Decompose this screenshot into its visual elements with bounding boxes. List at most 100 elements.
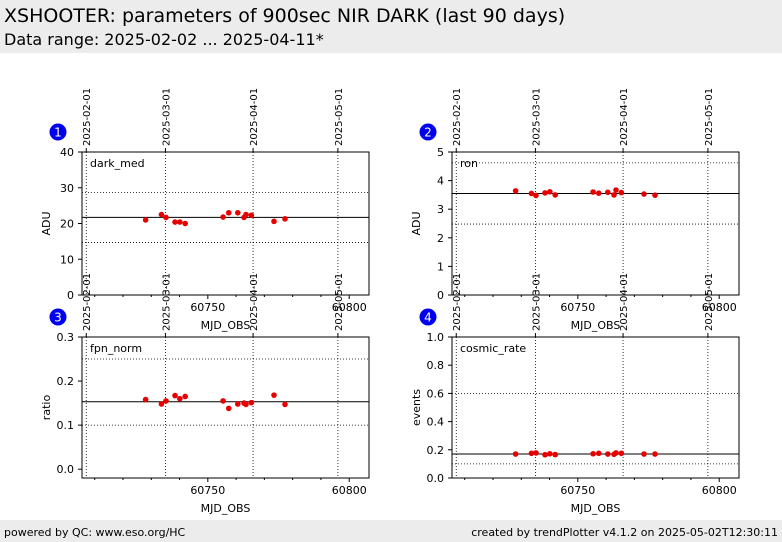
data-point bbox=[220, 398, 226, 404]
plot-frame bbox=[451, 336, 740, 479]
date-tick-label: 2025-03-01 bbox=[161, 273, 172, 331]
x-tick-label: 60800 bbox=[702, 484, 737, 497]
data-point bbox=[158, 401, 165, 407]
date-tick-label: 2025-02-01 bbox=[82, 273, 93, 331]
x-axis-label: MJD_OBS bbox=[571, 502, 621, 515]
x-axis-label: MJD_OBS bbox=[201, 502, 251, 515]
data-point bbox=[142, 396, 149, 403]
x-tick-label: 60800 bbox=[332, 484, 367, 497]
data-point bbox=[271, 392, 277, 398]
data-point bbox=[172, 392, 178, 399]
data-point bbox=[182, 220, 189, 227]
data-point bbox=[271, 218, 277, 225]
data-point bbox=[618, 189, 625, 196]
data-point bbox=[282, 401, 288, 408]
x-tick-label: 60750 bbox=[190, 484, 225, 497]
parameter-label: fpn_norm bbox=[90, 342, 142, 355]
data-point bbox=[547, 450, 553, 457]
footer-created-by: created by trendPlotter v4.1.2 on 2025-0… bbox=[471, 526, 778, 539]
data-point bbox=[613, 450, 619, 456]
data-point bbox=[605, 451, 611, 457]
data-point bbox=[618, 450, 625, 457]
date-tick-label: 2025-05-01 bbox=[334, 88, 345, 146]
parameter-label: ron bbox=[460, 157, 478, 170]
y-tick-label: 20 bbox=[60, 218, 74, 231]
data-point bbox=[163, 398, 169, 404]
parameter-label: cosmic_rate bbox=[460, 342, 526, 355]
y-tick-label: 30 bbox=[60, 182, 74, 195]
date-tick-label: 2025-03-01 bbox=[531, 273, 542, 331]
page-title: XSHOOTER: parameters of 900sec NIR DARK … bbox=[4, 5, 566, 27]
y-axis-label: events bbox=[410, 389, 423, 426]
data-point bbox=[177, 219, 183, 225]
y-tick-label: 10 bbox=[60, 253, 74, 266]
y-axis-label: ADU bbox=[40, 211, 53, 235]
panel-3: 2025-02-01 2025-03-01 2025-04-01 2025-05-01… bbox=[40, 273, 370, 515]
y-axis-label: ratio bbox=[40, 395, 53, 421]
data-point bbox=[512, 451, 519, 457]
x-tick-label: 60750 bbox=[560, 484, 595, 497]
data-point bbox=[225, 405, 232, 412]
y-tick-label: 2 bbox=[437, 232, 444, 245]
data-point bbox=[652, 192, 658, 198]
data-point bbox=[282, 216, 288, 222]
date-tick-label: 2025-05-01 bbox=[704, 88, 715, 146]
data-point bbox=[528, 450, 535, 457]
panel-number-text: 3 bbox=[54, 311, 62, 325]
data-point bbox=[641, 451, 647, 457]
y-tick-label: 0.2 bbox=[57, 375, 75, 388]
plot-frame bbox=[451, 151, 740, 296]
panel-2: 2025-02-01 2025-03-01 2025-04-01 2025-05-01… bbox=[410, 88, 740, 332]
data-point bbox=[595, 450, 602, 457]
x-tick-label: 60800 bbox=[702, 301, 737, 314]
data-point bbox=[542, 451, 548, 458]
y-tick-label: 0.0 bbox=[427, 472, 445, 485]
x-axis-label: MJD_OBS bbox=[201, 319, 251, 332]
panel-number-badge bbox=[49, 123, 67, 141]
data-point bbox=[243, 211, 249, 218]
y-tick-label: 40 bbox=[60, 146, 74, 159]
data-point bbox=[172, 219, 178, 225]
x-tick-label: 60750 bbox=[560, 301, 595, 314]
parameter-label: dark_med bbox=[90, 157, 145, 170]
panel-number-text: 4 bbox=[424, 311, 432, 325]
data-point bbox=[613, 187, 619, 193]
panel-number-badge bbox=[419, 308, 437, 326]
plot-frame bbox=[81, 151, 370, 296]
data-point bbox=[542, 190, 548, 196]
date-tick-label: 2025-05-01 bbox=[334, 273, 345, 331]
data-point bbox=[248, 212, 255, 219]
data-point bbox=[177, 395, 183, 402]
data-point bbox=[652, 451, 658, 457]
data-point bbox=[248, 399, 255, 406]
y-tick-label: 0 bbox=[67, 289, 74, 302]
date-tick-label: 2025-04-01 bbox=[619, 88, 630, 146]
panel-number-text: 1 bbox=[54, 126, 62, 140]
data-point bbox=[590, 189, 596, 195]
panel-number-text: 2 bbox=[424, 126, 432, 140]
data-point bbox=[235, 209, 241, 216]
data-point bbox=[595, 190, 602, 196]
footer-bar: powered by QC: www.eso.org/HC created by… bbox=[0, 520, 782, 542]
data-point bbox=[235, 401, 241, 407]
y-tick-label: 0.3 bbox=[57, 331, 75, 344]
y-tick-label: 1 bbox=[437, 260, 444, 273]
data-point bbox=[225, 209, 232, 216]
y-tick-label: 4 bbox=[437, 175, 444, 188]
data-point bbox=[605, 189, 611, 196]
y-tick-label: 5 bbox=[437, 146, 444, 159]
panel-number-badge bbox=[419, 123, 437, 141]
x-axis-label: MJD_OBS bbox=[571, 319, 621, 332]
y-tick-label: 0 bbox=[437, 289, 444, 302]
plot-frame bbox=[81, 336, 370, 479]
y-tick-label: 0.4 bbox=[427, 416, 445, 429]
data-point bbox=[163, 214, 169, 221]
data-point bbox=[552, 192, 559, 198]
panel-4: 2025-02-01 2025-03-01 2025-04-01 2025-05-01… bbox=[410, 273, 740, 515]
footer-powered-by: powered by QC: www.eso.org/HC bbox=[4, 526, 186, 539]
date-tick-label: 2025-04-01 bbox=[619, 273, 630, 331]
y-axis-label: ADU bbox=[410, 211, 423, 235]
data-range-subtitle: Data range: 2025-02-02 ... 2025-04-11* bbox=[4, 30, 324, 49]
date-tick-label: 2025-02-01 bbox=[452, 88, 463, 146]
